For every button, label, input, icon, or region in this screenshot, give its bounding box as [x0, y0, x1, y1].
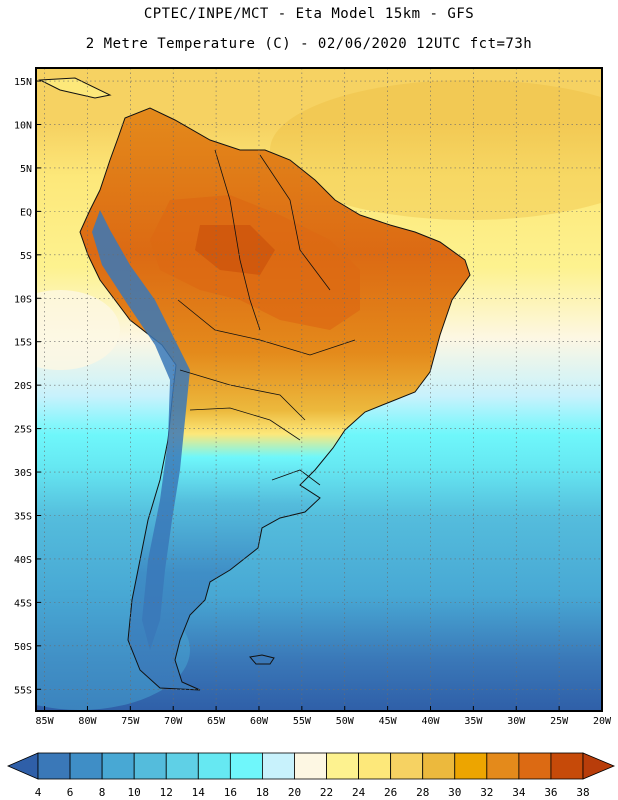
lat-label: 40S: [14, 555, 32, 566]
colorbar-label: 32: [480, 786, 493, 799]
colorbar-segment: [422, 752, 456, 780]
colorbar-segment: [294, 752, 327, 780]
colorbar-segment: [518, 752, 552, 780]
lat-label: 10N: [14, 120, 32, 131]
lat-label: 5N: [20, 164, 32, 175]
lat-label: 55S: [14, 685, 32, 696]
lat-label: 30S: [14, 468, 32, 479]
colorbar-label: 20: [288, 786, 301, 799]
colorbar-label: 4: [35, 786, 42, 799]
colorbar-low-arrow: [6, 752, 39, 780]
lon-label: 35W: [464, 716, 483, 727]
colorbar-segment: [197, 752, 231, 780]
falkland-islands: [249, 654, 275, 665]
lat-label: 15N: [14, 77, 32, 88]
colorbar-label: 26: [384, 786, 397, 799]
lat-label: 35S: [14, 511, 32, 522]
lon-label: 75W: [121, 716, 140, 727]
lat-label: 25S: [14, 425, 32, 436]
lat-label: EQ: [20, 207, 32, 218]
colorbar-label: 18: [256, 786, 269, 799]
lon-label: 85W: [36, 716, 55, 727]
lon-label: 60W: [250, 716, 269, 727]
lon-label: 55W: [293, 716, 312, 727]
caribbean-islands: [38, 77, 112, 99]
colorbar-segment: [37, 752, 71, 780]
lon-label: 70W: [164, 716, 183, 727]
lon-label: 20W: [593, 716, 612, 727]
warm-band: [270, 80, 602, 220]
colorbar-label: 10: [128, 786, 141, 799]
colorbar-label: 16: [224, 786, 237, 799]
cool-pacific-east: [36, 290, 120, 370]
colorbar-label: 22: [320, 786, 333, 799]
lon-label: 25W: [550, 716, 569, 727]
latitude-labels: 15N 10N 5N EQ 5S 10S 15S 20S 25S 30S 35S 40S 45S 50S 5…: [14, 77, 41, 696]
colorbar-segment: [69, 752, 103, 780]
colorbar-label: 14: [192, 786, 206, 799]
colorbar-label: 12: [160, 786, 173, 799]
title-line-2: 2 Metre Temperature (C) - 02/06/2020 12U…: [85, 36, 533, 52]
map-frame: [35, 67, 603, 712]
longitude-labels: 85W 80W 75W 70W 65W 60W 55W 50W 45W 40W 35W 30W 25W 2…: [36, 706, 612, 727]
colorbar-label: 28: [416, 786, 429, 799]
colorbar-segment: [229, 752, 263, 780]
country-borders: [177, 149, 356, 486]
colorbar-segment: [454, 752, 488, 780]
colorbar-segment: [358, 752, 392, 780]
graticule: [36, 68, 602, 711]
colorbar-label: 30: [448, 786, 461, 799]
andes-cold-strip: [92, 210, 190, 650]
colorbar-label: 8: [99, 786, 106, 799]
colorbar-segment: [262, 752, 295, 780]
central-hot-spot: [195, 225, 275, 275]
colorbar-segment: [550, 752, 584, 780]
lat-label: 45S: [14, 598, 32, 609]
colorbar-segment: [390, 752, 424, 780]
lon-label: 30W: [507, 716, 526, 727]
colorbar-label: 34: [512, 786, 526, 799]
lat-label: 10S: [14, 294, 32, 305]
colorbar-segment: [486, 752, 520, 780]
lon-label: 65W: [207, 716, 226, 727]
lon-label: 45W: [379, 716, 398, 727]
lat-label: 15S: [14, 338, 32, 349]
lat-label: 20S: [14, 381, 32, 392]
colorbar-label: 6: [67, 786, 74, 799]
lon-label: 40W: [421, 716, 440, 727]
colorbar-label: 36: [544, 786, 557, 799]
colorbar-segment: [101, 752, 135, 780]
colorbar-segment: [133, 752, 167, 780]
lat-label: 50S: [14, 642, 32, 653]
colorbar-segment: [326, 752, 359, 780]
lon-label: 50W: [336, 716, 355, 727]
title-line-1: CPTEC/INPE/MCT - Eta Model 15km - GFS: [143, 6, 475, 22]
colorbar-segment: [165, 752, 199, 780]
colorbar-label: 24: [352, 786, 366, 799]
colorbar-label: 38: [576, 786, 589, 799]
colorbar-high-arrow: [582, 752, 616, 780]
lat-label: 5S: [20, 251, 32, 262]
lon-label: 80W: [78, 716, 97, 727]
colorbar: 4 6 8 10 12 14 16 18 20 22 24 26 28 30 32 34 36 38: [6, 752, 616, 799]
